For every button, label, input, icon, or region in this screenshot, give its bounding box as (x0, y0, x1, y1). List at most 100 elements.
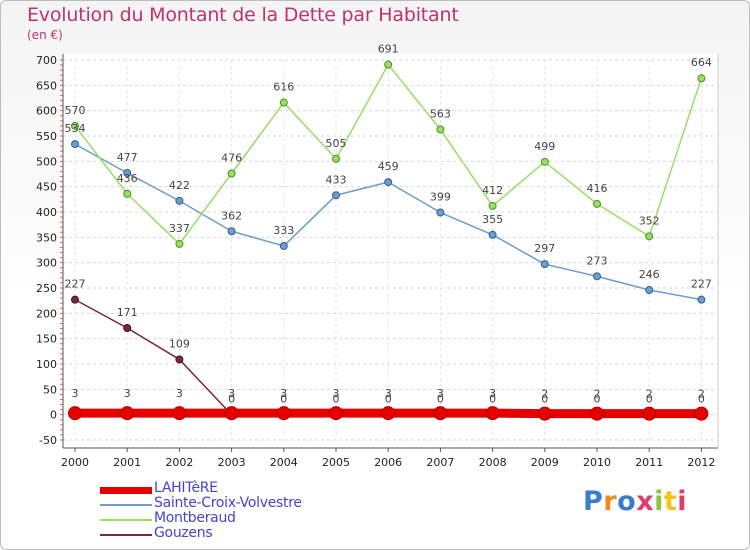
logo-letter: r (603, 486, 618, 517)
data-point (697, 74, 706, 83)
legend-swatch (100, 487, 152, 494)
y-tick-label: 0 (50, 409, 57, 422)
data-label: 362 (221, 209, 242, 222)
y-tick-label: 50 (43, 383, 57, 396)
legend-label: Montberaud (154, 510, 236, 526)
data-label: 416 (587, 182, 608, 195)
data-label: 664 (691, 56, 712, 69)
data-label: 3 (176, 387, 183, 400)
data-point (593, 272, 601, 281)
y-tick-label: 150 (36, 333, 57, 346)
data-label: 355 (482, 213, 503, 226)
x-tick-label: 2003 (218, 456, 246, 469)
data-point (642, 406, 657, 421)
data-label: 616 (273, 81, 294, 94)
data-point (120, 406, 135, 421)
data-label: 227 (691, 278, 712, 291)
y-tick-label: -50 (39, 434, 57, 447)
data-label: 0 (698, 393, 705, 406)
data-label: 3 (280, 387, 287, 400)
data-point (593, 199, 601, 208)
data-point (540, 157, 549, 166)
logo-letter: i (654, 486, 664, 517)
data-label: 0 (280, 393, 287, 406)
data-point (332, 154, 340, 163)
data-label: 0 (333, 393, 340, 406)
data-point (645, 232, 654, 241)
y-tick-label: 250 (36, 282, 57, 295)
data-label: 333 (273, 224, 294, 237)
data-label: 3 (72, 387, 79, 400)
data-label: 171 (117, 306, 138, 319)
data-label: 399 (430, 191, 451, 204)
logo-letter: x (636, 486, 655, 517)
data-label: 352 (639, 214, 660, 227)
legend-swatch (100, 504, 152, 506)
data-point (436, 125, 445, 134)
x-tick-label: 2005 (322, 456, 350, 469)
data-point (175, 355, 184, 364)
data-label: 0 (646, 393, 653, 406)
data-point (123, 168, 132, 177)
legend-swatch (100, 519, 152, 521)
y-tick-label: 200 (36, 307, 57, 320)
data-point (71, 140, 79, 149)
x-tick-label: 2011 (635, 456, 663, 469)
legend-swatch (100, 534, 152, 536)
data-point (381, 406, 396, 421)
data-point (485, 406, 500, 421)
data-point (332, 191, 340, 200)
chart-title: Evolution du Montant de la Dette par Hab… (27, 4, 459, 26)
data-point (645, 286, 654, 295)
y-tick-label: 350 (36, 231, 57, 244)
data-label: 109 (169, 337, 190, 350)
logo-letter: P (583, 486, 604, 517)
data-point (123, 324, 132, 333)
data-label: 0 (541, 393, 548, 406)
data-point (276, 406, 291, 421)
data-point (71, 121, 79, 130)
y-tick-label: 450 (36, 181, 57, 194)
data-label: 0 (437, 393, 444, 406)
data-label: 2 (541, 388, 548, 401)
data-label: 422 (169, 179, 190, 192)
legend-label: Sainte-Croix-Volvestre (154, 495, 302, 511)
y-tick-label: 700 (36, 54, 57, 67)
data-label: 3 (333, 387, 340, 400)
data-label: 477 (117, 151, 138, 164)
data-label: 297 (534, 242, 555, 255)
data-label: 227 (65, 278, 86, 291)
data-point (279, 241, 288, 250)
data-point (71, 295, 79, 304)
proxiti-logo: Proxiti (583, 486, 687, 517)
data-label: 476 (221, 151, 242, 164)
data-point (436, 208, 445, 217)
data-label: 2 (698, 388, 705, 401)
x-tick-label: 2009 (531, 456, 559, 469)
y-tick-label: 650 (36, 79, 57, 92)
x-tick-label: 2008 (479, 456, 507, 469)
data-label: 3 (385, 387, 392, 400)
data-point (694, 406, 709, 421)
logo-letter: o (617, 486, 637, 517)
data-label: 691 (378, 43, 399, 56)
data-label: 2 (646, 388, 653, 401)
x-tick-label: 2012 (687, 456, 715, 469)
y-tick-label: 100 (36, 358, 57, 371)
data-label: 3 (489, 387, 496, 400)
data-point (488, 230, 497, 239)
data-point (384, 178, 393, 187)
data-point (227, 227, 236, 236)
data-label: 505 (326, 137, 347, 150)
data-label: 3 (228, 387, 235, 400)
data-point (68, 406, 82, 421)
x-tick-label: 2001 (113, 456, 141, 469)
x-tick-label: 2006 (374, 456, 402, 469)
data-label: 499 (534, 140, 555, 153)
data-label: 570 (65, 104, 86, 117)
y-tick-label: 400 (36, 206, 57, 219)
data-label: 459 (378, 160, 399, 173)
data-point (175, 196, 184, 205)
data-label: 534 (65, 122, 86, 135)
data-label: 2 (594, 388, 601, 401)
